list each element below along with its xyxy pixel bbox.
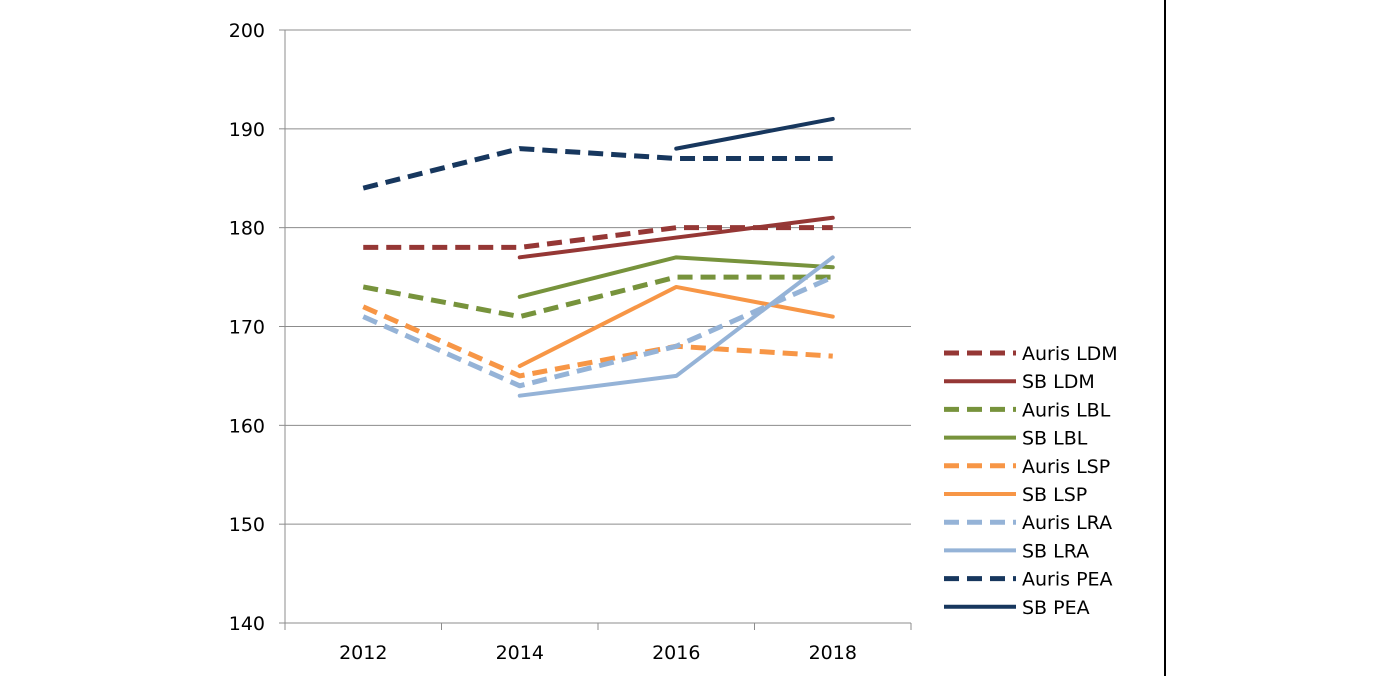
y-tick-label: 200 xyxy=(229,20,265,42)
y-tick-label: 140 xyxy=(229,613,265,635)
legend-label: Auris LRA xyxy=(1022,512,1112,534)
axes xyxy=(279,29,912,630)
x-tick-label: 2014 xyxy=(496,642,544,664)
legend: Auris LDM SB LDM Auris LBL SB LBL Auris LSP S… xyxy=(944,343,1118,619)
series-line xyxy=(363,225,833,250)
series-line xyxy=(517,215,835,260)
series-line xyxy=(362,274,833,320)
y-tick-label: 160 xyxy=(229,415,265,437)
y-axis-tick-labels: 140 150 160 170 180 190 200 xyxy=(229,20,265,635)
legend-label: SB PEA xyxy=(1022,597,1090,619)
x-tick-label: 2018 xyxy=(809,642,857,664)
y-tick-label: 150 xyxy=(229,514,265,536)
y-tick-label: 180 xyxy=(229,218,265,240)
x-tick-label: 2016 xyxy=(652,642,700,664)
y-tick-label: 190 xyxy=(229,119,265,141)
legend-label: Auris LSP xyxy=(1022,456,1110,478)
x-tick-label: 2012 xyxy=(339,642,387,664)
series-lines xyxy=(362,116,835,398)
vertical-divider xyxy=(1164,0,1166,676)
series-line xyxy=(362,146,833,191)
legend-label: Auris LBL xyxy=(1022,399,1111,421)
legend-label: SB LBL xyxy=(1022,428,1088,450)
y-tick-label: 170 xyxy=(229,317,265,339)
series-line xyxy=(674,116,835,151)
x-axis-tick-labels: 2012 2014 2016 2018 xyxy=(339,642,857,664)
series-line xyxy=(362,274,834,389)
series-line xyxy=(517,255,835,299)
legend-label: SB LSP xyxy=(1022,484,1087,506)
legend-label: SB LDM xyxy=(1022,371,1095,393)
series-line xyxy=(362,304,833,379)
series-line xyxy=(517,284,835,369)
legend-label: SB LRA xyxy=(1022,540,1089,562)
legend-label: Auris LDM xyxy=(1022,343,1118,365)
legend-label: Auris PEA xyxy=(1022,569,1113,591)
series-line xyxy=(517,255,835,398)
